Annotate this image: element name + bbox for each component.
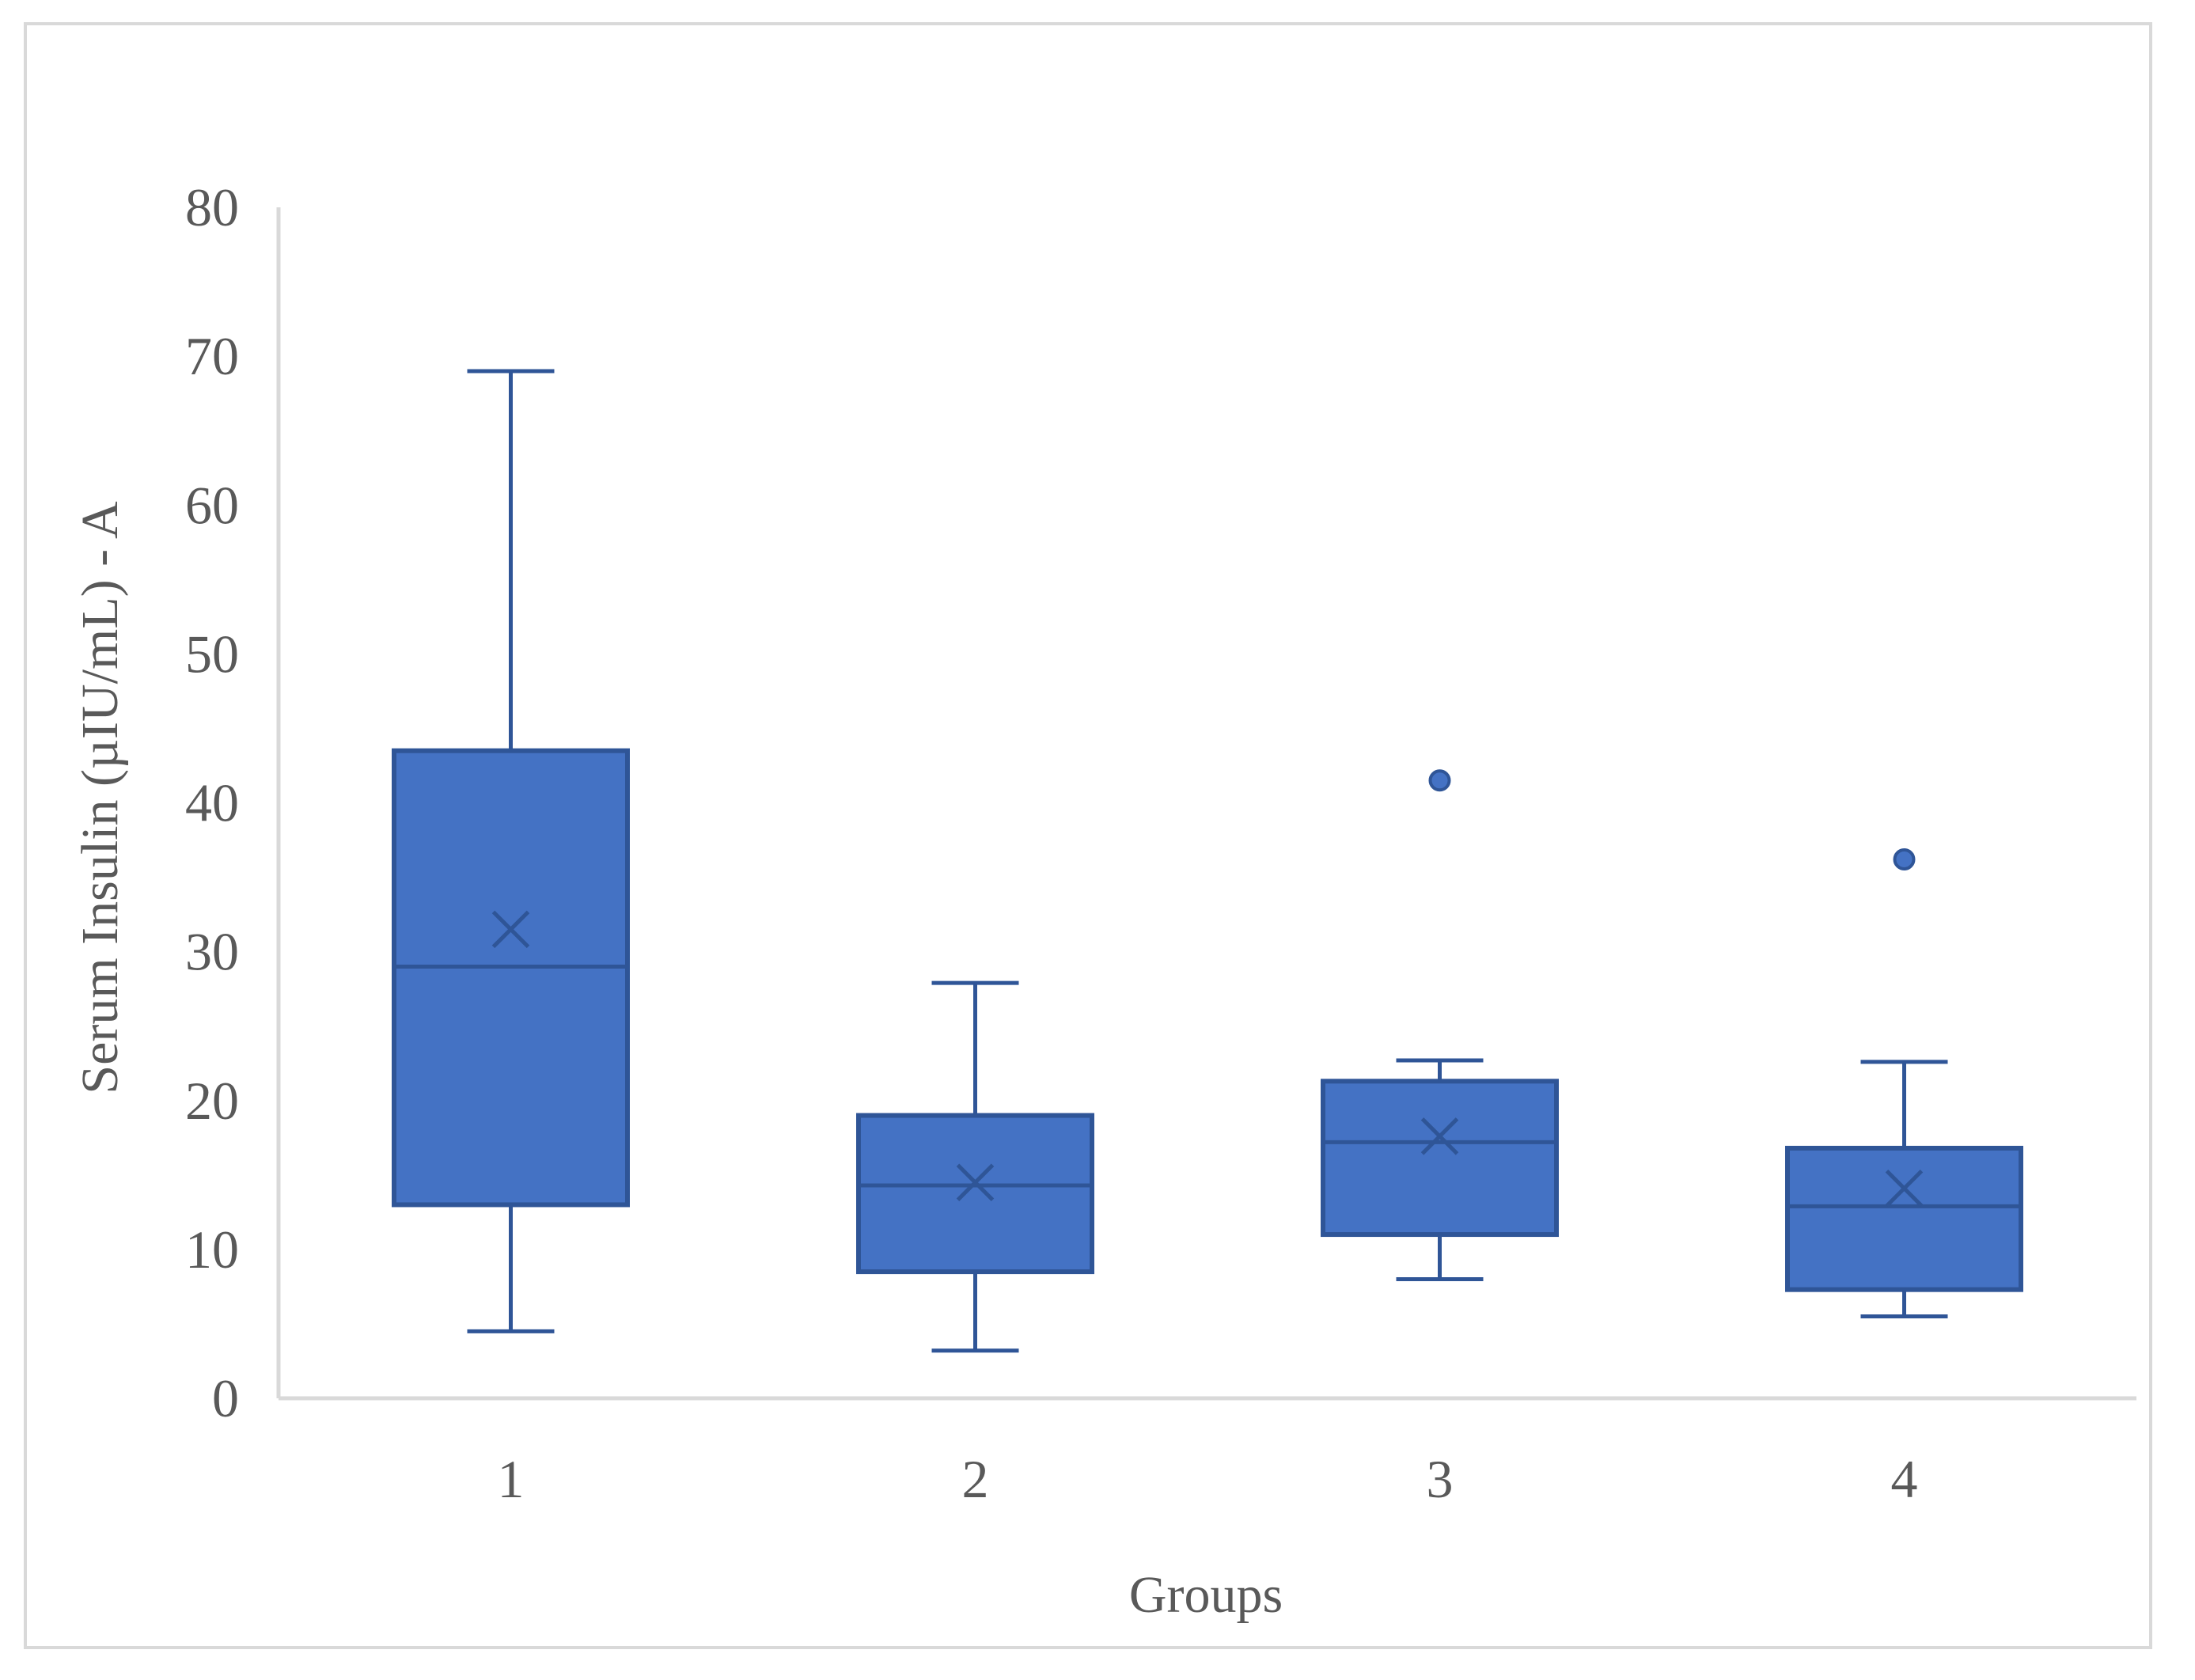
box-group xyxy=(856,980,1094,1353)
x-tick-label: 3 xyxy=(1427,1449,1454,1509)
outlier-point xyxy=(1893,848,1916,870)
y-tick-label: 0 xyxy=(212,1368,239,1428)
iqr-box xyxy=(392,748,630,1208)
mean-marker xyxy=(1885,1169,1924,1208)
y-tick-label: 70 xyxy=(185,326,239,386)
mean-marker xyxy=(1420,1117,1459,1155)
box-series xyxy=(392,369,2023,1353)
box-group xyxy=(1785,848,2023,1319)
y-tick-label: 10 xyxy=(185,1219,239,1280)
x-tick-label: 2 xyxy=(962,1449,989,1509)
x-axis-title: Groups xyxy=(1129,1566,1283,1624)
y-tick-label: 80 xyxy=(185,177,239,237)
mean-marker xyxy=(956,1163,995,1201)
y-tick-label: 40 xyxy=(185,773,239,833)
outlier-point xyxy=(1428,769,1451,792)
box-group xyxy=(392,369,630,1333)
x-tick-label: 1 xyxy=(498,1449,525,1509)
y-tick-label: 20 xyxy=(185,1071,239,1131)
axes xyxy=(276,207,2136,1401)
mean-marker xyxy=(491,910,530,949)
y-tick-label: 50 xyxy=(185,624,239,684)
x-tick-label: 4 xyxy=(1891,1449,1918,1509)
chart-frame xyxy=(24,22,2152,1649)
iqr-box xyxy=(856,1113,1094,1275)
iqr-box xyxy=(1321,1079,1559,1238)
y-tick-labels: 0 10 20 30 40 50 60 70 80 xyxy=(185,177,239,1428)
iqr-box xyxy=(1785,1145,2023,1292)
x-tick-labels: 1 2 3 4 xyxy=(498,1449,1918,1509)
box-group xyxy=(1321,769,1559,1281)
y-tick-label: 60 xyxy=(185,475,239,535)
y-axis-title: Serum Insulin (µIU/mL) - A xyxy=(71,501,129,1094)
y-tick-label: 30 xyxy=(185,922,239,982)
